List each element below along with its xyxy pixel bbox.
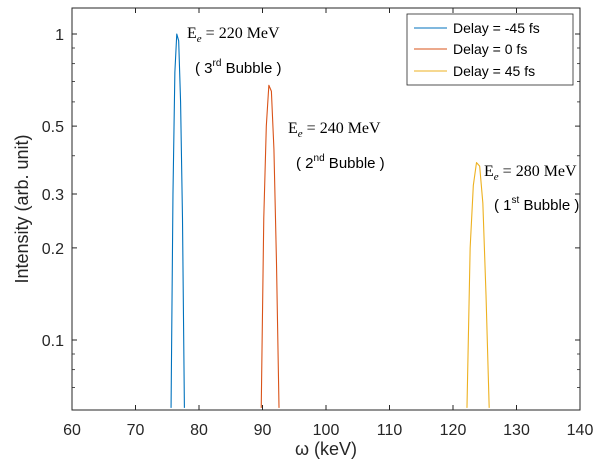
legend-label: Delay = 0 fs (453, 41, 527, 57)
legend-entry: Delay = 0 fs (414, 41, 527, 57)
series-layer (170, 33, 490, 408)
y-tick-label: 0.1 (42, 333, 64, 350)
x-axis-label: ω (keV) (295, 439, 357, 459)
series-line (466, 162, 490, 408)
legend-entry: Delay = -45 fs (414, 20, 540, 36)
annotation-3rd-bubble: Ee = 220 MeV ( 3rd Bubble ) (187, 25, 281, 77)
y-tick-label: 0.3 (42, 187, 64, 204)
y-tick-label: 0.2 (42, 241, 64, 258)
x-tick-label: 70 (127, 422, 145, 439)
y-axis-label: Intensity (arb. unit) (12, 134, 32, 283)
legend-entry: Delay = 45 fs (414, 63, 535, 79)
y-axis: 0.1 0.2 0.3 0.5 1 (42, 27, 580, 388)
x-tick-label: 130 (503, 422, 530, 439)
annotation-energy-label: Ee = 280 MeV (484, 163, 577, 183)
series-line (170, 33, 185, 408)
x-tick-label: 110 (377, 422, 403, 439)
legend-label: Delay = -45 fs (453, 20, 540, 36)
annotation-bubble-label: ( 2nd Bubble ) (296, 153, 385, 172)
annotation-bubble-label: ( 1st Bubble ) (494, 195, 579, 214)
annotation-2nd-bubble: Ee = 240 MeV ( 2nd Bubble ) (288, 120, 385, 172)
annotation-energy-label: Ee = 220 MeV (187, 25, 280, 45)
y-tick-label: 0.5 (42, 119, 64, 136)
annotation-energy-label: Ee = 240 MeV (288, 120, 381, 140)
x-tick-label: 80 (190, 422, 208, 439)
x-tick-label: 60 (63, 422, 81, 439)
x-tick-label: 140 (567, 422, 594, 439)
x-axis: 60 70 80 90 100 110 120 130 140 (63, 8, 593, 439)
annotation-bubble-label: ( 3rd Bubble ) (195, 58, 281, 77)
y-tick-label: 1 (55, 27, 64, 44)
x-tick-label: 120 (440, 422, 467, 439)
x-tick-label: 90 (254, 422, 272, 439)
series-line (260, 84, 280, 408)
legend-label: Delay = 45 fs (453, 63, 535, 79)
legend: Delay = -45 fs Delay = 0 fs Delay = 45 f… (406, 13, 574, 86)
x-tick-label: 100 (313, 422, 340, 439)
annotation-1st-bubble: Ee = 280 MeV ( 1st Bubble ) (484, 163, 579, 214)
